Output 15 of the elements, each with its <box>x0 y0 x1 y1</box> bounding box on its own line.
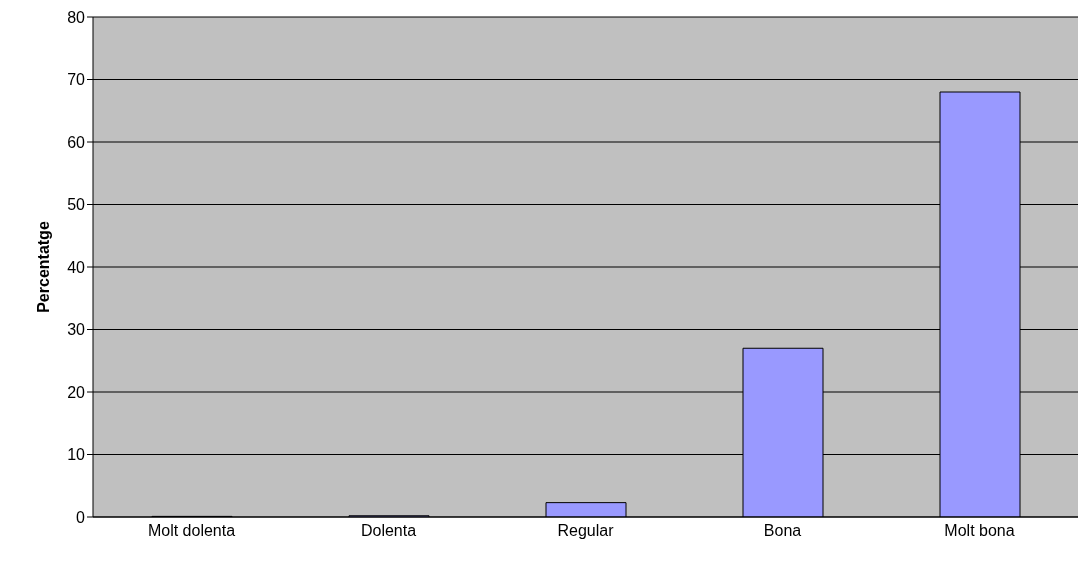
y-tick-label: 50 <box>67 196 86 214</box>
y-tick-label: 80 <box>67 8 86 26</box>
y-tick-label: 30 <box>67 321 86 339</box>
y-tick-label: 0 <box>76 508 86 526</box>
x-tick-label: Bona <box>763 522 802 540</box>
y-tick-label: 60 <box>67 133 86 151</box>
x-tick-label: Molt dolenta <box>147 522 236 540</box>
y-tick-label: 70 <box>67 71 86 89</box>
x-tick-label: Dolenta <box>360 522 417 540</box>
y-tick-label: 10 <box>67 446 86 464</box>
x-tick-label: Molt bona <box>944 522 1015 540</box>
y-tick-label: 40 <box>67 258 86 276</box>
y-tick-label: 20 <box>67 383 86 401</box>
y-axis-title: Percentatge <box>34 221 52 313</box>
x-tick-label: Regular <box>557 522 615 540</box>
